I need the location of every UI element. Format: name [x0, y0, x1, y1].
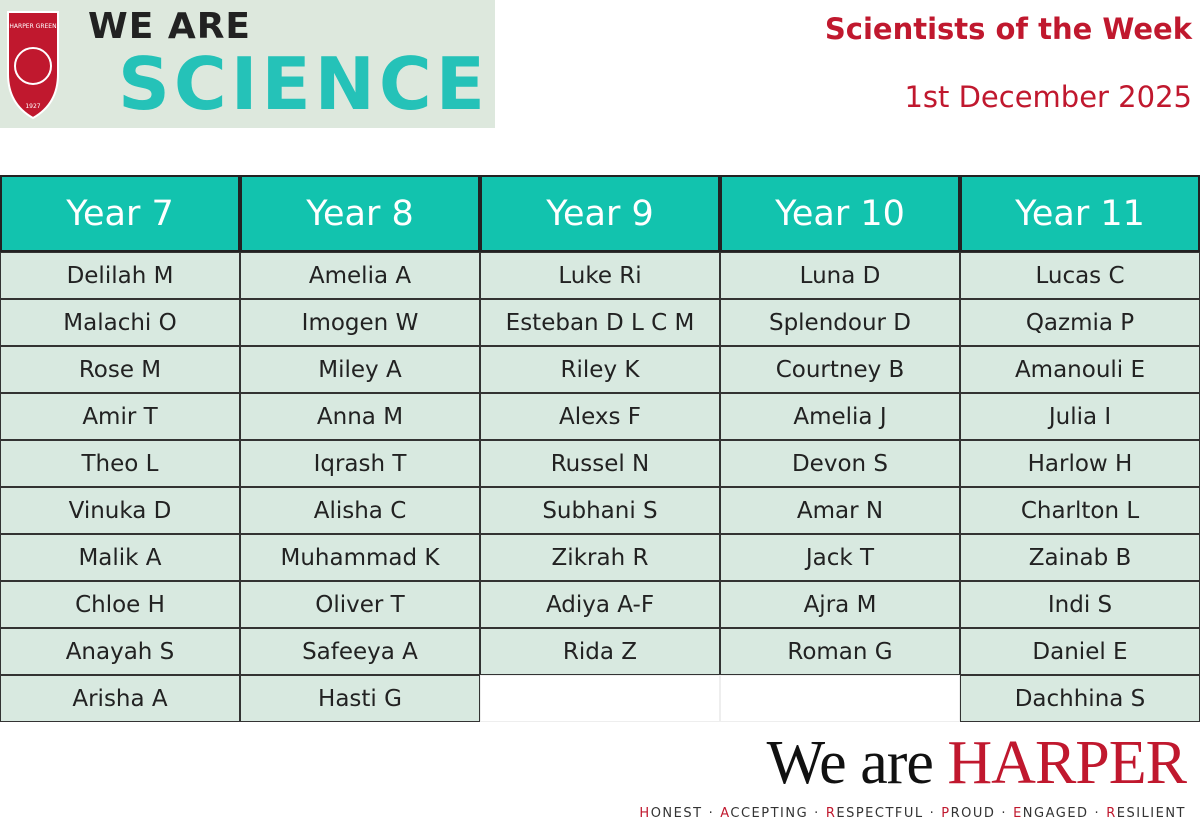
name-cell: Zikrah R [480, 534, 720, 581]
column-header: Year 11 [960, 175, 1200, 252]
brand: We are HARPER [766, 728, 1187, 799]
column-header: Year 10 [720, 175, 960, 252]
name-cell: Indi S [960, 581, 1200, 628]
name-cell: Dachhina S [960, 675, 1200, 722]
separator: · [929, 806, 936, 821]
value-word: HONEST [639, 806, 703, 821]
name-cell: Alexs F [480, 393, 720, 440]
name-cell: Delilah M [0, 252, 240, 299]
name-cell: Amar N [720, 487, 960, 534]
date: 1st December 2025 [904, 80, 1192, 114]
logo-word: SCIENCE [118, 42, 489, 126]
name-cell: Oliver T [240, 581, 480, 628]
name-cell: Jack T [720, 534, 960, 581]
title: Scientists of the Week [824, 12, 1192, 46]
name-cell: Esteban D L C M [480, 299, 720, 346]
name-cell: Malik A [0, 534, 240, 581]
name-cell: Daniel E [960, 628, 1200, 675]
empty-cell [720, 675, 960, 722]
column-header: Year 8 [240, 175, 480, 252]
table-column: Year 10 Luna D Splendour D Courtney B Amelia… [720, 175, 960, 722]
name-cell: Splendour D [720, 299, 960, 346]
separator: · [708, 806, 715, 821]
name-cell: Russel N [480, 440, 720, 487]
table-column: Year 9 Luke Ri Esteban D L C M Riley K Alexs… [480, 175, 720, 722]
value-word: PROUD [941, 806, 996, 821]
name-cell: Amir T [0, 393, 240, 440]
name-cell: Qazmia P [960, 299, 1200, 346]
name-cell: Devon S [720, 440, 960, 487]
brand-prefix: We are [766, 729, 934, 797]
name-cell: Muhammad K [240, 534, 480, 581]
name-cell: Amanouli E [960, 346, 1200, 393]
name-cell: Vinuka D [0, 487, 240, 534]
name-cell: Amelia A [240, 252, 480, 299]
name-cell: Theo L [0, 440, 240, 487]
name-cell: Luna D [720, 252, 960, 299]
value-word: ENGAGED [1013, 806, 1089, 821]
table-column: Year 7 Delilah M Malachi O Rose M Amir T Theo… [0, 175, 240, 722]
column-header: Year 7 [0, 175, 240, 252]
name-cell: Riley K [480, 346, 720, 393]
brand-name: HARPER [947, 729, 1187, 797]
column-header: Year 9 [480, 175, 720, 252]
value-word: ACCEPTING [720, 806, 809, 821]
name-cell: Luke Ri [480, 252, 720, 299]
separator: · [1094, 806, 1101, 821]
name-cell: Adiya A-F [480, 581, 720, 628]
name-cell: Rida Z [480, 628, 720, 675]
name-cell: Anayah S [0, 628, 240, 675]
name-cell: Harlow H [960, 440, 1200, 487]
name-cell: Safeeya A [240, 628, 480, 675]
name-cell: Rose M [0, 346, 240, 393]
name-cell: Ajra M [720, 581, 960, 628]
logo-line: WE ARE [88, 6, 252, 47]
value-word: RESILIENT [1106, 806, 1186, 821]
table: Year 7 Delilah M Malachi O Rose M Amir T Theo… [0, 175, 1200, 722]
name-cell: Courtney B [720, 346, 960, 393]
separator: · [1001, 806, 1008, 821]
name-cell: Amelia J [720, 393, 960, 440]
name-cell: Miley A [240, 346, 480, 393]
name-cell: Hasti G [240, 675, 480, 722]
name-cell: Julia I [960, 393, 1200, 440]
name-cell: Iqrash T [240, 440, 480, 487]
name-cell: Charlton L [960, 487, 1200, 534]
separator: · [814, 806, 820, 821]
name-cell: Anna M [240, 393, 480, 440]
name-cell: Chloe H [0, 581, 240, 628]
crest-year: 1927 [25, 103, 40, 110]
crest: HARPER GREEN 1927 [7, 11, 59, 120]
name-cell: Alisha C [240, 487, 480, 534]
name-cell: Subhani S [480, 487, 720, 534]
logo-banner: HARPER GREEN 1927 WE ARE SCIENCE [0, 0, 495, 128]
value-word: RESPECTFUL [825, 806, 924, 821]
name-cell: Roman G [720, 628, 960, 675]
tagline: HONEST · ACCEPTING · RESPECTFUL · PROUD · ENGAGE… [639, 806, 1186, 821]
table-column: Year 8 Amelia A Imogen W Miley A Anna M Iqras… [240, 175, 480, 722]
crest-name: HARPER GREEN [9, 23, 56, 30]
name-cell: Arisha A [0, 675, 240, 722]
empty-cell [480, 675, 720, 722]
name-cell: Malachi O [0, 299, 240, 346]
name-cell: Imogen W [240, 299, 480, 346]
name-cell: Zainab B [960, 534, 1200, 581]
name-cell: Lucas C [960, 252, 1200, 299]
